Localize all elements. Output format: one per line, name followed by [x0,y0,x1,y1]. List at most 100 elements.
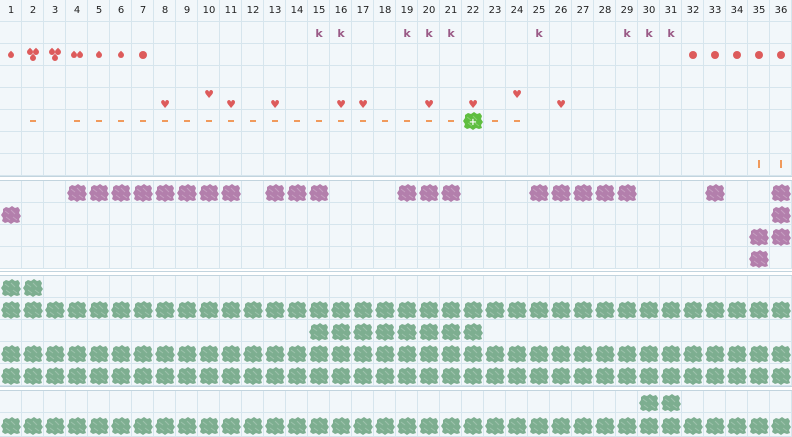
grid-cell [132,0,154,22]
purple-stitch-icon [309,184,329,202]
grid-cell [616,391,638,413]
grid-cell [154,88,176,110]
grid-cell [704,154,726,176]
green-stitch-icon [1,345,21,363]
green-stitch-icon [309,345,329,363]
dot-icon [733,51,741,59]
grid-cell [616,132,638,154]
grid-cell [330,276,352,298]
grid-cell [484,22,506,44]
grid-cell [770,88,792,110]
dash-icon [382,120,388,122]
column-number: 33 [708,5,722,16]
heart-icon: ♥ [468,97,478,111]
grid-cell [418,391,440,413]
grid-cell [594,154,616,176]
column-number: 20 [422,5,436,16]
grid-cell [330,225,352,247]
grid-cell [154,247,176,269]
dash-icon [74,120,80,122]
grid-cell [66,0,88,22]
heart-icon: ♥ [226,97,236,111]
grid-cell [286,247,308,269]
column-number: 36 [774,5,788,16]
green-stitch-icon [661,367,681,385]
purple-stitch-icon [111,184,131,202]
grid-cell [330,66,352,88]
grid-cell [638,154,660,176]
grid-cell [396,132,418,154]
grid-cell [396,247,418,269]
grid-cell [550,44,572,66]
dash-icon [448,120,454,122]
grid-cell [484,0,506,22]
grid-cell [660,132,682,154]
green-stitch-icon [155,367,175,385]
grid-cell [726,391,748,413]
grid-cell [550,276,572,298]
grid-cell [44,247,66,269]
grid-cell [154,154,176,176]
grid-cell [572,110,594,132]
grid-cell [704,247,726,269]
grid-cell [22,203,44,225]
purple-stitch-icon [771,184,791,202]
grid-cell [726,154,748,176]
grid-cell [264,132,286,154]
grid-cell [704,0,726,22]
grid-cell [726,132,748,154]
green-stitch-icon [243,367,263,385]
grid-cell [330,22,352,44]
green-stitch-icon [683,367,703,385]
grid-cell [66,132,88,154]
grid-cell [22,88,44,110]
green-stitch-icon [661,345,681,363]
grid-cell [286,320,308,342]
grid-cell [572,22,594,44]
grid-cell [638,276,660,298]
grid-cell [726,66,748,88]
grid-cell [462,181,484,203]
grid-cell [550,247,572,269]
grid-cell [418,88,440,110]
grid-cell [220,320,242,342]
column-number: 12 [246,5,260,16]
column-number: 27 [576,5,590,16]
grid-cell [286,0,308,22]
grid-cell [440,0,462,22]
grid-cell [594,0,616,22]
green-stitch-icon [89,345,109,363]
column-number: 1 [7,5,15,16]
green-stitch-icon [287,367,307,385]
dash-icon [96,120,102,122]
grid-cell [682,247,704,269]
grid-cell [198,320,220,342]
grid-cell [748,132,770,154]
green-stitch-icon [111,301,131,319]
grid-cell [352,132,374,154]
grid-cell [506,391,528,413]
grid-cell [484,154,506,176]
grid-cell [374,132,396,154]
grid-cell [110,154,132,176]
green-stitch-icon [45,417,65,435]
grid-cell [594,391,616,413]
grid-cell [638,247,660,269]
grid-cell [110,88,132,110]
grid-cell [176,203,198,225]
grid-cell [770,66,792,88]
grid-cell [770,276,792,298]
grid-cell [550,110,572,132]
grid-cell [616,66,638,88]
green-stitch-icon [771,301,791,319]
green-stitch-icon [89,301,109,319]
green-stitch-icon [67,367,87,385]
grid-cell [572,225,594,247]
grid-cell [198,132,220,154]
green-stitch-icon [441,367,461,385]
green-stitch-icon [441,323,461,341]
grid-cell [308,225,330,247]
grid-cell [264,225,286,247]
grid-cell [550,154,572,176]
grid-cell [352,276,374,298]
